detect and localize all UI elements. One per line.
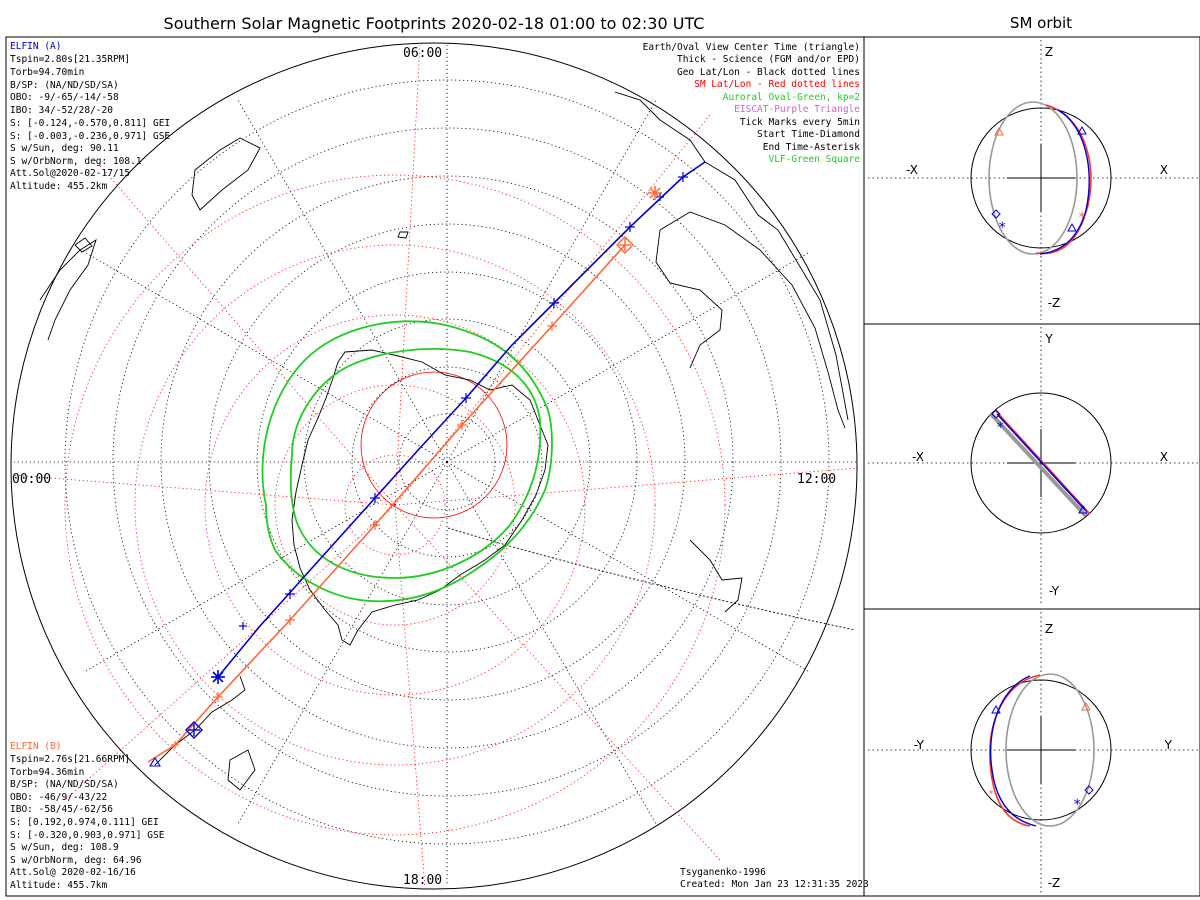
elfin-b-line: Altitude: 455.7km (10, 880, 108, 891)
elfin-b-line: OBO: -46/9/-43/22 (10, 792, 107, 803)
elfin-a-line: S w/OrbNorm, deg: 108.1 (10, 156, 142, 167)
orbit-axis-right: X (1160, 163, 1168, 177)
elfin-a-line: S w/Sun, deg: 90.11 (10, 143, 119, 154)
elfin-a-line: OBO: -9/-65/-14/-58 (10, 92, 119, 103)
earth-limb (10, 42, 858, 890)
orbit-panel-xy: * -X X Y -Y (868, 327, 1198, 606)
legend-item: Earth/Oval View Center Time (triangle) (643, 42, 860, 53)
dateline-curve (447, 527, 856, 631)
polar-map: 06:00 00:00 12:00 18:00 (10, 42, 859, 890)
legend-item: VLF-Green Square (768, 154, 860, 165)
mlt-label-right: 12:00 (797, 472, 836, 487)
legend-item: Thick - Science (FGM and/or EPD) (677, 54, 860, 65)
orbit-axis-top: Y (1044, 332, 1053, 346)
sm-pole-circle (360, 371, 508, 519)
track-b-start-diamond (616, 236, 634, 254)
elfin-b-line: Torb=94.36min (10, 767, 84, 778)
orbit-axis-top: Z (1045, 622, 1053, 636)
orbit-axis-bottom: -Z (1048, 876, 1061, 890)
svg-text:*: * (998, 220, 1006, 236)
orbit-axis-left: -X (906, 163, 918, 177)
orbit-axis-left: -X (912, 450, 924, 464)
mlt-label-left: 00:00 (12, 472, 51, 487)
mlt-label-top: 06:00 (403, 46, 442, 61)
auroral-oval (261, 320, 553, 603)
orbit-title: SM orbit (1010, 14, 1072, 32)
svg-text:*: * (988, 789, 994, 800)
elfin-b-line: B/SP: (NA/ND/SD/SA) (10, 779, 119, 790)
orbit-axis-right: X (1160, 450, 1168, 464)
orbit-axis-bottom: -Z (1048, 296, 1061, 310)
track-a-start-diamond (185, 721, 203, 739)
legend-item: Geo Lat/Lon - Black dotted lines (677, 67, 860, 78)
elfin-a-line: IBO: 34/-52/28/-20 (10, 105, 113, 116)
orbit-panel-frames (863, 36, 1200, 897)
legend-item: SM Lat/Lon - Red dotted lines (694, 79, 860, 90)
track-b-ticks (171, 321, 557, 749)
track-elfin-b (147, 244, 626, 763)
orbit-axis-top: Z (1045, 45, 1053, 59)
elfin-b-line: S: [0.192,0.974,0.111] GEI (10, 817, 159, 828)
legend-item: Auroral Oval-Green, kp=2 (723, 92, 860, 103)
main-title: Southern Solar Magnetic Footprints 2020-… (164, 14, 705, 33)
legend-item: Start Time-Diamond (757, 129, 860, 140)
elfin-b-name: ELFIN (B) (10, 741, 61, 752)
elfin-b-line: S w/OrbNorm, deg: 64.96 (10, 855, 142, 866)
svg-text:*: * (1073, 797, 1081, 813)
model-label: Tsyganenko-1996 (680, 867, 766, 878)
elfin-b-line: Tspin=2.76s[21.66RPM] (10, 754, 130, 765)
orbit-axis-bottom: -Y (1049, 584, 1060, 598)
track-a-start-triangle (149, 756, 161, 767)
track-b-end-asterisk (648, 186, 662, 200)
track-elfin-a (217, 161, 706, 678)
elfin-a-name: ELFIN (A) (10, 41, 61, 52)
elfin-b-line: IBO: -58/45/-62/56 (10, 804, 113, 815)
legend-item: End Time-Asterisk (763, 142, 861, 153)
legend: Earth/Oval View Center Time (triangle) T… (643, 42, 861, 165)
legend-item: EISCAT-Purple Triangle (734, 104, 860, 115)
elfin-a-line: Altitude: 455.2km (10, 181, 108, 192)
elfin-a-line: S: [-0.124,-0.570,0.811] GEI (10, 118, 170, 129)
geo-grid (14, 45, 858, 885)
elfin-a-info: ELFIN (A) Tspin=2.80s[21.35RPM] Torb=94.… (10, 41, 170, 192)
elfin-b-line: S: [-0.320,0.903,0.971] GSE (10, 830, 165, 841)
orbit-panel-xz: * * -X X Z -Z (868, 40, 1198, 320)
orbit-axis-right: Y (1164, 738, 1173, 752)
elfin-b-line: S w/Sun, deg: 108.9 (10, 842, 119, 853)
coastlines (39, 91, 849, 791)
orbit-axis-left: -Y (914, 738, 925, 752)
elfin-b-line: Att.Sol@ 2020-02-16/16 (10, 867, 136, 878)
elfin-b-info: ELFIN (B) Tspin=2.76s[21.66RPM] Torb=94.… (10, 741, 165, 891)
elfin-a-line: Tspin=2.80s[21.35RPM] (10, 54, 130, 65)
elfin-a-line: S: [-0.003,-0.236,0.971] GSE (10, 131, 170, 142)
elfin-a-line: Att.Sol@2020-02-17/15 (10, 168, 130, 179)
elfin-a-line: B/SP: (NA/ND/SD/SA) (10, 80, 119, 91)
legend-item: Tick Marks every 5min (740, 117, 860, 128)
svg-text:*: * (1078, 210, 1086, 226)
mlt-label-bottom: 18:00 (403, 873, 442, 888)
track-a-end-asterisk (211, 670, 225, 684)
sm-grid (11, 44, 859, 889)
elfin-a-line: Torb=94.70min (10, 67, 84, 78)
created-label: Created: Mon Jan 23 12:31:35 2023 (680, 879, 869, 890)
orbit-panel-yz: * * -Y Y Z -Z (868, 612, 1198, 893)
svg-text:*: * (996, 420, 1004, 436)
